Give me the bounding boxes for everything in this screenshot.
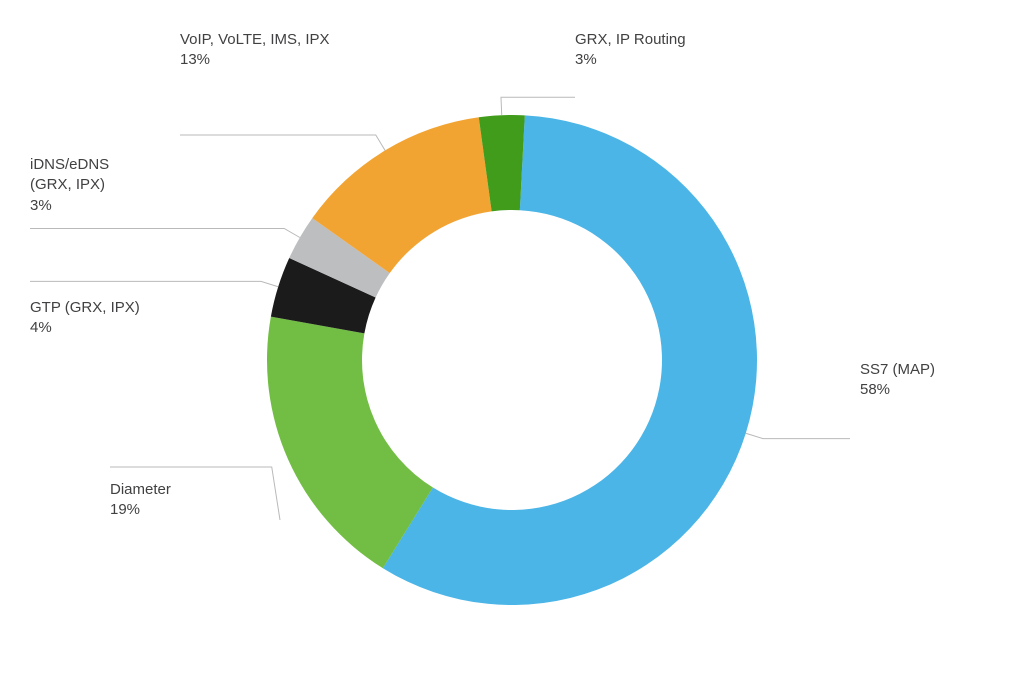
- slice-label-pct: 13%: [180, 50, 330, 70]
- slice-label-name: iDNS/eDNS: [30, 155, 109, 175]
- slice-label: VoIP, VoLTE, IMS, IPX13%: [180, 30, 330, 71]
- leader-line: [30, 281, 278, 286]
- slice-label-pct: 4%: [30, 318, 140, 338]
- slice-label: GTP (GRX, IPX)4%: [30, 298, 140, 339]
- slice-label-name: Diameter: [110, 480, 171, 500]
- slice-label-name: SS7 (MAP): [860, 360, 935, 380]
- leader-line: [501, 97, 575, 115]
- slice-label: GRX, IP Routing3%: [575, 30, 686, 71]
- leader-line: [30, 229, 300, 238]
- slice-label-name: GRX, IP Routing: [575, 30, 686, 50]
- slice-label-name: (GRX, IPX): [30, 175, 109, 195]
- slice-label: Diameter19%: [110, 480, 171, 521]
- slice-label-pct: 3%: [575, 50, 686, 70]
- slice-label-pct: 3%: [30, 196, 109, 216]
- donut-chart: SS7 (MAP)58% Diameter19% GTP (GRX, IPX)4% i…: [0, 0, 1024, 700]
- slice-label: SS7 (MAP)58%: [860, 360, 935, 401]
- slice-label-name: VoIP, VoLTE, IMS, IPX: [180, 30, 330, 50]
- slice-label-pct: 58%: [860, 380, 935, 400]
- slice-label-pct: 19%: [110, 500, 171, 520]
- leader-line: [746, 433, 850, 438]
- slice-label-name: GTP (GRX, IPX): [30, 298, 140, 318]
- slice-label: iDNS/eDNS(GRX, IPX)3%: [30, 155, 109, 216]
- leader-line: [180, 135, 385, 150]
